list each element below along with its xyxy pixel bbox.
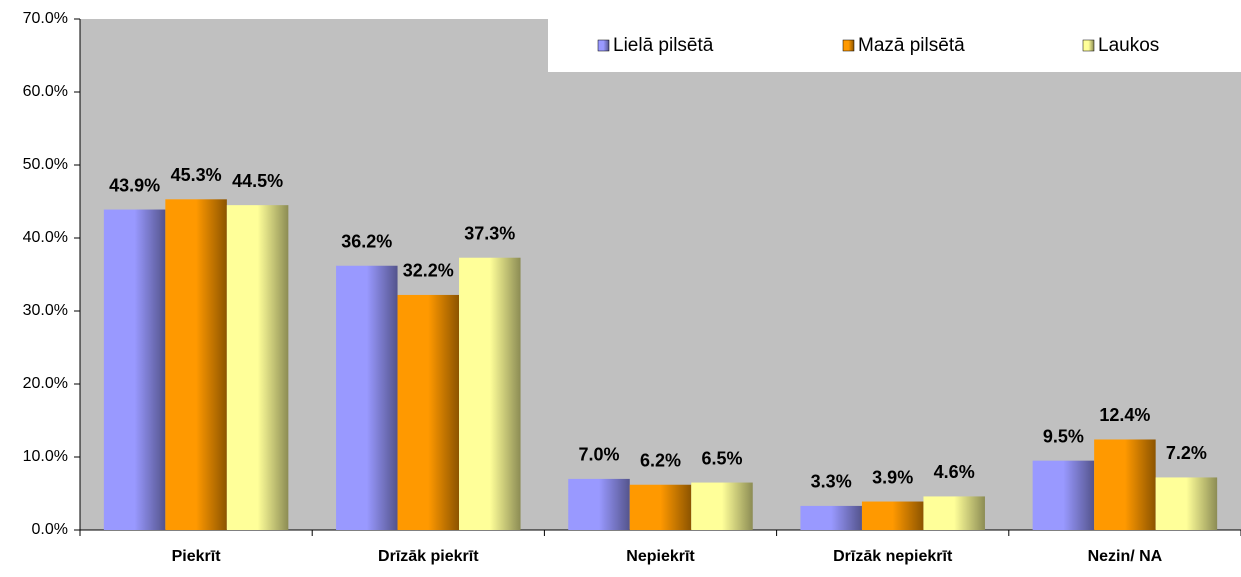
bar xyxy=(165,199,227,530)
legend-label: Lielā pilsētā xyxy=(613,35,714,56)
y-tick-label: 20.0% xyxy=(23,375,68,392)
value-label: 3.3% xyxy=(811,472,852,492)
legend-label: Mazā pilsētā xyxy=(858,35,965,56)
value-label: 37.3% xyxy=(464,223,515,243)
x-tick-label: Drīzāk piekrīt xyxy=(378,548,479,565)
bar xyxy=(1155,477,1218,530)
y-tick-label: 70.0% xyxy=(23,10,68,27)
bar xyxy=(397,294,460,530)
value-label: 7.2% xyxy=(1166,443,1207,463)
x-tick-label: Nepiekrīt xyxy=(626,548,695,565)
bar xyxy=(629,484,692,530)
legend-swatch xyxy=(1082,39,1095,52)
y-tick-label: 60.0% xyxy=(23,83,68,100)
value-label: 45.3% xyxy=(171,165,222,185)
legend-label: Laukos xyxy=(1098,35,1159,56)
y-tick-label: 30.0% xyxy=(23,302,68,319)
value-label: 12.4% xyxy=(1099,405,1150,425)
legend-swatch xyxy=(842,39,855,52)
value-label: 43.9% xyxy=(109,175,160,195)
y-tick-label: 50.0% xyxy=(23,156,68,173)
y-tick-label: 40.0% xyxy=(23,229,68,246)
bar xyxy=(1032,460,1095,530)
value-label: 6.5% xyxy=(701,448,742,468)
bar xyxy=(861,501,924,530)
x-tick-label: Piekrīt xyxy=(172,548,222,565)
bar xyxy=(336,265,398,530)
bar xyxy=(1094,439,1156,530)
bar xyxy=(459,257,521,530)
y-tick-label: 0.0% xyxy=(32,521,68,538)
y-tick-label: 10.0% xyxy=(23,448,68,465)
bar xyxy=(691,482,753,530)
bar xyxy=(226,205,289,530)
x-tick-label: Nezin/ NA xyxy=(1088,548,1163,565)
value-label: 9.5% xyxy=(1043,426,1084,446)
value-label: 32.2% xyxy=(403,261,454,281)
bar xyxy=(568,478,630,530)
value-label: 6.2% xyxy=(640,450,681,470)
bar xyxy=(923,496,985,530)
value-label: 36.2% xyxy=(341,231,392,251)
value-label: 44.5% xyxy=(232,171,283,191)
x-tick-label: Drīzāk nepiekrīt xyxy=(833,548,953,565)
value-label: 7.0% xyxy=(578,445,619,465)
bar xyxy=(800,505,862,530)
legend xyxy=(548,19,1241,72)
bar xyxy=(103,209,166,530)
value-label: 3.9% xyxy=(872,467,913,487)
legend-swatch xyxy=(597,39,610,52)
value-label: 4.6% xyxy=(934,462,975,482)
